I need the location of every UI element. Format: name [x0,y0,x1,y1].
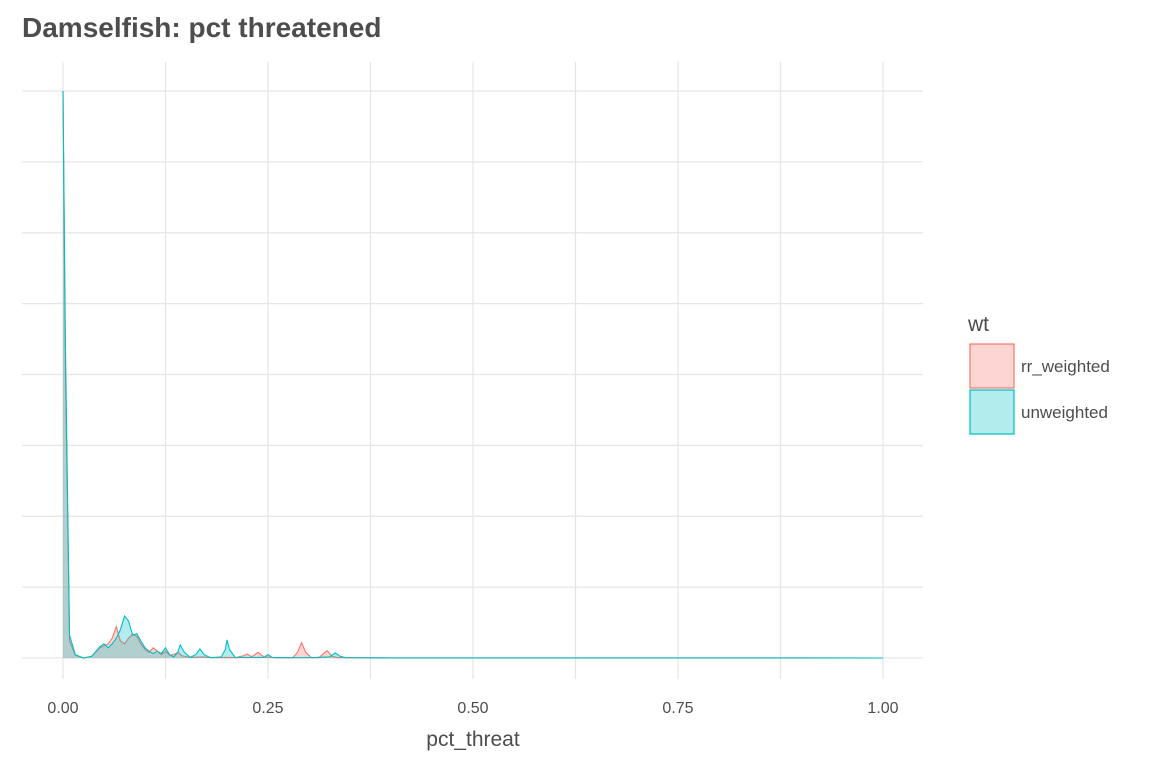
legend-label-rr_weighted: rr_weighted [1021,357,1110,376]
x-tick-labels: 0.00 0.25 0.50 0.75 1.00 [47,700,898,717]
legend-title: wt [967,313,989,336]
legend: wt rr_weighted unweighted [967,313,1110,435]
x-tick-label: 0.50 [457,700,488,717]
legend-items: rr_weighted unweighted [969,343,1110,435]
density-areas [62,90,884,659]
x-tick-label: 0.25 [252,700,283,717]
chart-title: Damselfish: pct threatened [22,12,381,43]
legend-key-rr_weighted [969,343,1015,389]
x-tick-label: 0.75 [662,700,693,717]
legend-label-unweighted: unweighted [1021,403,1108,422]
density-line-unweighted [62,90,884,659]
x-tick-label: 1.00 [867,700,898,717]
density-line-rr_weighted [62,90,884,659]
legend-key-unweighted [969,389,1015,435]
x-tick-label: 0.00 [47,700,78,717]
grid-lines [22,62,923,679]
x-axis-title: pct_threat [426,728,520,751]
